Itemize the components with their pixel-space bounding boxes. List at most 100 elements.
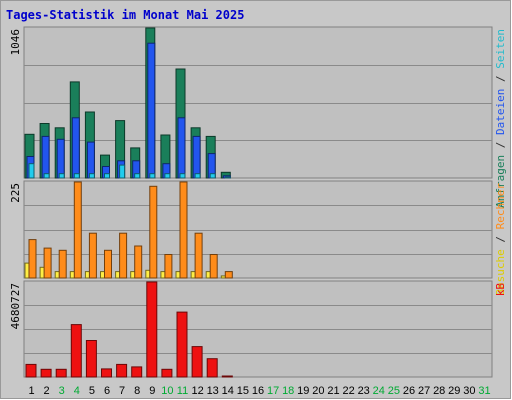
x-tick-label: 11	[177, 385, 188, 397]
bar	[221, 375, 233, 378]
bar	[73, 181, 82, 279]
x-tick-label: 13	[207, 385, 219, 397]
bar	[55, 368, 67, 378]
x-tick-label: 4	[74, 385, 80, 397]
x-tick-label: 26	[403, 385, 415, 397]
legend-entry: Rechner	[494, 183, 507, 230]
y-axis-max-label: 1046	[9, 29, 22, 56]
panel-kb: 4680727 kB	[9, 280, 507, 378]
bar	[179, 173, 186, 179]
x-tick-label: 2	[44, 385, 50, 397]
x-tick-label: 15	[237, 385, 249, 397]
legend-entry: Dateien	[494, 89, 507, 135]
legend-entry: /	[494, 69, 507, 89]
bar	[104, 173, 110, 179]
panel-background	[23, 26, 493, 179]
bar	[206, 358, 218, 378]
x-tick-label: 30	[463, 385, 475, 397]
bar	[149, 173, 156, 179]
x-tick-label: 10	[161, 385, 173, 397]
x-tick-label: 19	[297, 385, 309, 397]
bar	[194, 232, 203, 279]
bar	[224, 271, 233, 279]
bar	[119, 232, 128, 279]
bar	[191, 346, 203, 378]
bar	[88, 232, 97, 279]
bar	[70, 324, 82, 378]
bar	[28, 163, 35, 179]
series-rechner	[28, 181, 233, 279]
bar	[176, 311, 188, 378]
x-tick-label: 5	[89, 385, 95, 397]
panel-background	[23, 180, 493, 279]
x-tick-label: 18	[282, 385, 294, 397]
bar	[73, 173, 80, 179]
legend-visits: Besuche / Rechner	[494, 183, 507, 296]
x-axis-labels: 1 2 3 4 5 6 7 8 9 10 11 12 13 14 15 16 17 18 19 20 21 22 23 24 2…	[28, 385, 490, 397]
bar	[146, 281, 158, 378]
x-tick-label: 8	[134, 385, 140, 397]
chart-title: Tages-Statistik im Monat Mai 2025	[6, 8, 244, 22]
bar	[224, 176, 231, 179]
bar	[134, 173, 141, 179]
bar	[179, 181, 188, 279]
bar	[56, 138, 65, 179]
x-tick-label: 17	[267, 385, 279, 397]
bar	[209, 173, 216, 179]
bar	[86, 141, 95, 179]
bar	[177, 117, 186, 179]
x-tick-label: 31	[478, 385, 490, 397]
bar	[58, 173, 65, 179]
bar	[134, 245, 143, 279]
x-tick-label: 24	[373, 385, 385, 397]
bar	[131, 366, 143, 378]
bar	[149, 185, 158, 279]
bar	[101, 368, 112, 378]
x-tick-label: 7	[119, 385, 125, 397]
bar	[58, 249, 67, 279]
legend-entry: /	[494, 229, 507, 249]
legend-entry: Anfragen	[494, 155, 507, 208]
series-seiten	[28, 163, 231, 179]
y-axis-max-label: 225	[9, 183, 22, 203]
bar	[192, 135, 201, 179]
bar	[85, 340, 97, 378]
bar	[147, 42, 156, 179]
series-kb	[25, 281, 233, 378]
legend-entry: kB	[494, 283, 507, 297]
x-tick-label: 22	[342, 385, 354, 397]
bar	[28, 239, 37, 279]
x-tick-label: 6	[104, 385, 110, 397]
bar	[43, 247, 52, 279]
x-tick-label: 3	[59, 385, 65, 397]
legend-kb: kB	[494, 283, 507, 297]
x-tick-label: 27	[418, 385, 430, 397]
bar	[41, 135, 50, 179]
x-tick-label: 20	[312, 385, 324, 397]
bar	[25, 363, 37, 378]
x-tick-label: 1	[28, 385, 34, 397]
x-tick-label: 16	[252, 385, 264, 397]
x-tick-label: 12	[191, 385, 203, 397]
bar	[209, 254, 218, 279]
legend-entry: Seiten	[494, 29, 507, 69]
bar	[164, 254, 173, 279]
bar	[104, 249, 112, 279]
bar	[88, 173, 95, 179]
x-tick-label: 21	[327, 385, 339, 397]
bar	[43, 173, 50, 179]
panel-hits: 1046 Anfragen / Dateien / Seiten	[9, 26, 507, 208]
legend-entry: Besuche	[494, 249, 507, 295]
x-tick-label: 29	[448, 385, 460, 397]
bar	[164, 173, 171, 179]
chart-panels: 1046 Anfragen / Dateien / Seiten 225 Besuch…	[9, 26, 507, 378]
x-tick-label: 14	[222, 385, 234, 397]
bar	[161, 368, 173, 378]
x-tick-label: 23	[358, 385, 370, 397]
x-tick-label: 9	[149, 385, 155, 397]
legend-hits: Anfragen / Dateien / Seiten	[494, 29, 507, 208]
panel-visits: 225 Besuche / Rechner	[9, 180, 507, 296]
x-tick-label: 28	[433, 385, 445, 397]
legend-entry: /	[494, 135, 507, 155]
